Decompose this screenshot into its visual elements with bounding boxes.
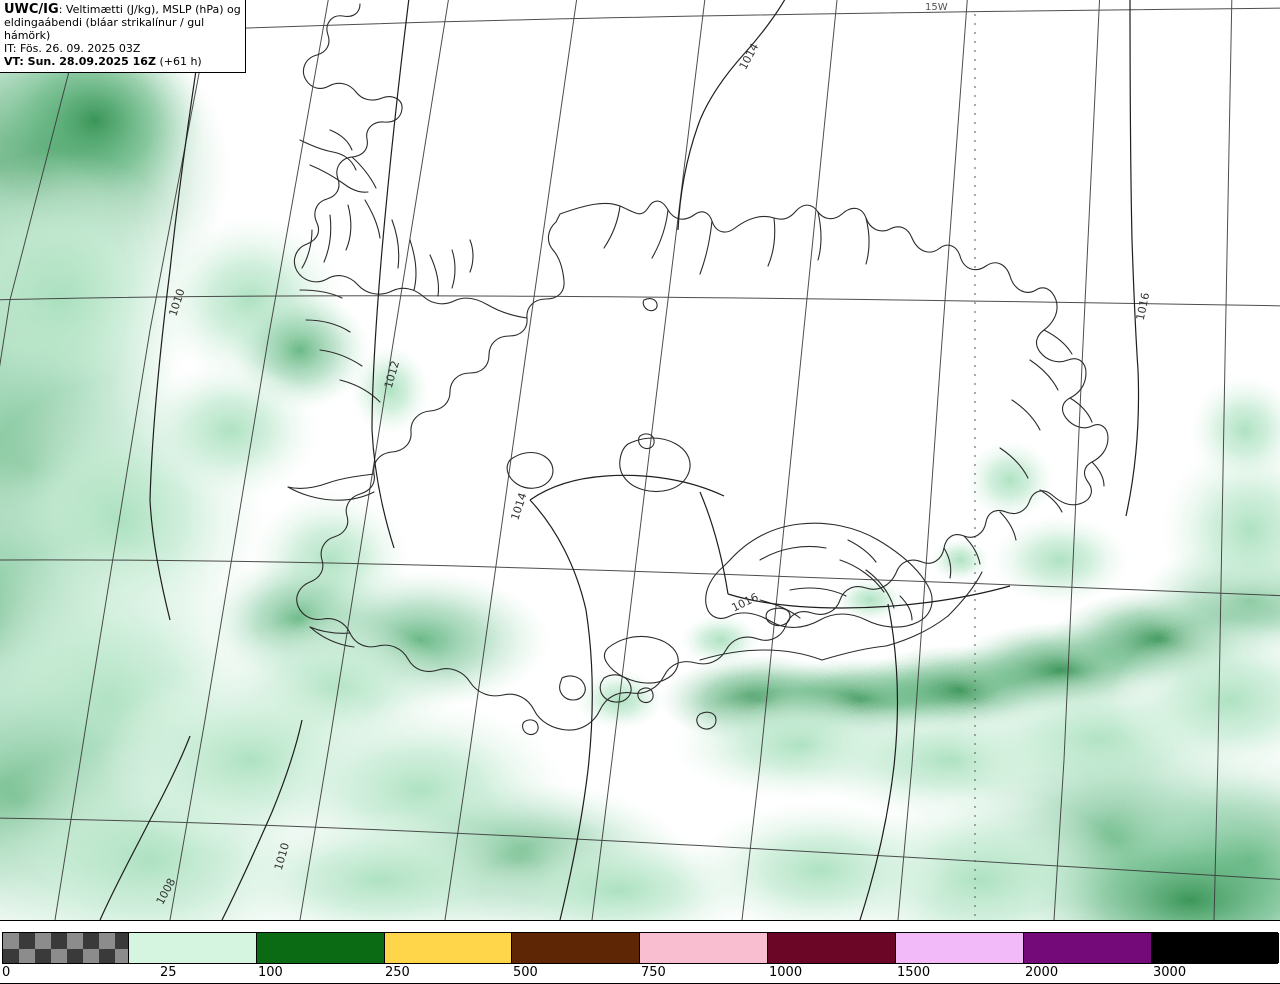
colorbar-panel: 0 25 100 250 500 750 1000 1500 2000 3000: [0, 920, 1280, 984]
colorbar-segment[interactable]: [1152, 933, 1279, 963]
colorbar-tick: 1500: [897, 965, 931, 980]
info-init-time: IT: Fös. 26. 09. 2025 03Z: [4, 42, 141, 56]
colorbar-segment[interactable]: [640, 933, 768, 963]
info-title-line2: eldingaábendi (bláar strikalínur / gul h…: [4, 16, 205, 43]
colorbar-segment[interactable]: [257, 933, 385, 963]
longitude-label-15w: 15W: [925, 2, 948, 13]
info-title-line1: UWC/IG: Veltimætti (J/kg), MSLP (hPa) og: [4, 2, 242, 17]
info-valid-lead: (+61 h): [159, 55, 202, 69]
colorbar-segment[interactable]: [385, 933, 512, 963]
colorbar-tick: 1000: [769, 965, 803, 980]
colorbar-tick: 250: [385, 965, 410, 980]
colorbar-segment[interactable]: [768, 933, 896, 963]
colorbar-tick: 100: [258, 965, 283, 980]
colorbar-tick: 25: [160, 965, 177, 980]
colorbar-strip[interactable]: [2, 932, 1279, 964]
iceland-coastline: [287, 3, 1109, 736]
cape-shading-layer: [0, 0, 1280, 920]
graticule-layer: [0, 0, 1280, 920]
colorbar-segment[interactable]: [129, 933, 257, 963]
colorbar-tick: 2000: [1025, 965, 1059, 980]
colorbar-tick: 0: [2, 965, 11, 980]
map-canvas[interactable]: 1014 1010 1012 1016 1014 1016 1008 1010 15W UWC…: [0, 0, 1280, 920]
info-valid-time: VT: Sun. 28.09.2025 16Z (+61 h): [4, 55, 242, 69]
info-valid-time-value: VT: Sun. 28.09.2025 16Z: [4, 55, 156, 69]
colorbar-segment[interactable]: [1024, 933, 1152, 963]
product-title-rest: : Veltimætti (J/kg), MSLP (hPa) og: [58, 3, 241, 16]
product-code: UWC/IG: [4, 2, 59, 17]
map-info-box: UWC/IG: Veltimætti (J/kg), MSLP (hPa) og…: [0, 0, 246, 74]
colorbar-tick: 500: [513, 965, 538, 980]
colorbar-tick: 750: [641, 965, 666, 980]
colorbar-segment[interactable]: [896, 933, 1024, 963]
map-graphics: [0, 0, 1280, 920]
colorbar-segment[interactable]: [512, 933, 640, 963]
colorbar-segment[interactable]: [3, 933, 129, 963]
colorbar-tick: 3000: [1153, 965, 1187, 980]
colorbar-tick-labels: 0 25 100 250 500 750 1000 1500 2000 3000: [0, 966, 1280, 982]
